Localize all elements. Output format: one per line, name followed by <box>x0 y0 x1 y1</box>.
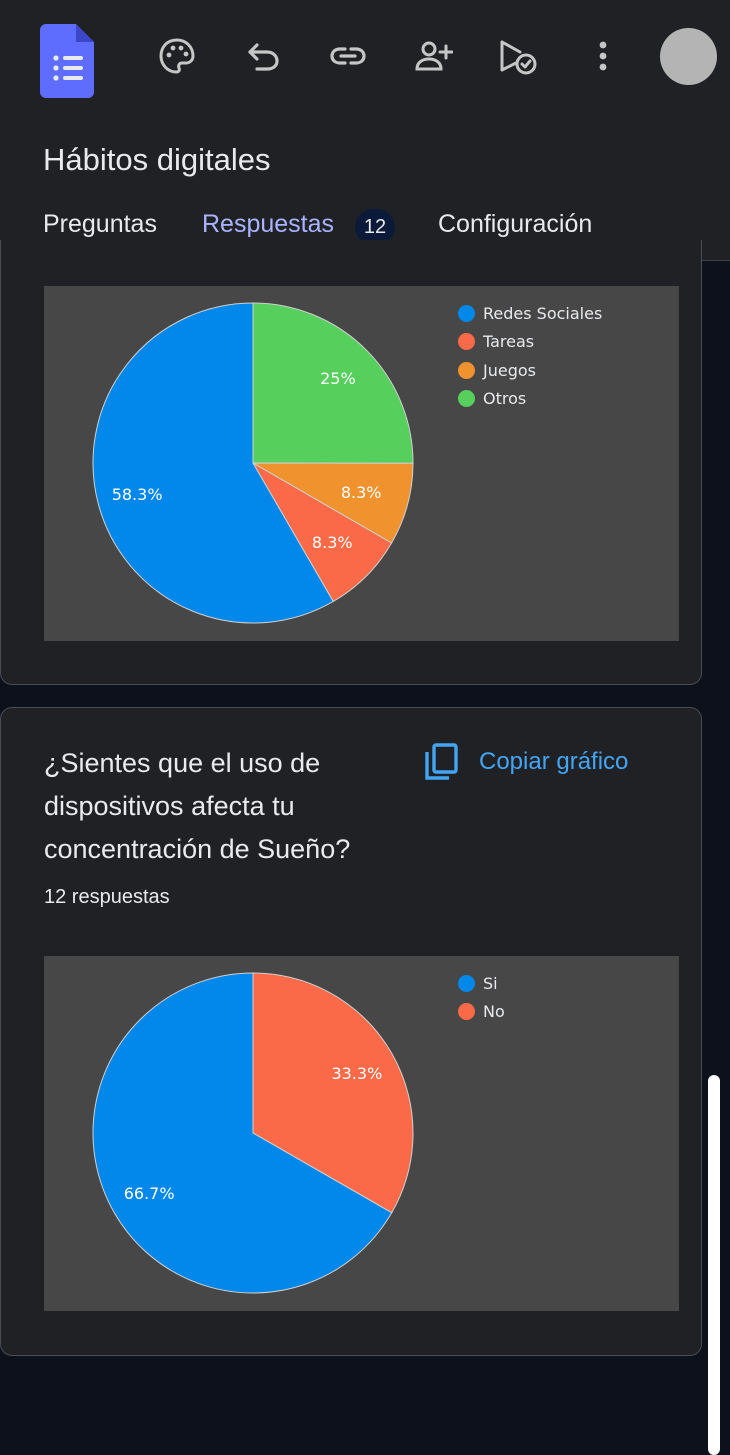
pie-slice-no[interactable] <box>252 972 414 1214</box>
legend-label: Tareas <box>483 332 535 352</box>
avatar[interactable] <box>660 28 717 85</box>
legend-item: No <box>458 998 505 1027</box>
pie-slice-redes-sociales[interactable] <box>92 302 334 624</box>
pie-slice-label: 25% <box>320 369 356 388</box>
forms-logo-icon[interactable] <box>38 24 96 98</box>
send-icon[interactable] <box>496 34 540 78</box>
pie-chart: 33.3% 66.7% Si No <box>44 956 679 1311</box>
legend-swatch <box>458 333 475 351</box>
legend-swatch <box>458 974 475 992</box>
response-count: 12 respuestas <box>44 886 170 908</box>
palette-icon[interactable] <box>155 34 199 78</box>
legend-label: Redes Sociales <box>483 303 603 323</box>
legend-item: Juegos <box>458 356 602 385</box>
legend-item: Redes Sociales <box>458 299 602 328</box>
pie-slice-label: 33.3% <box>331 1064 382 1083</box>
pie-chart-svg: 33.3% 66.7% <box>92 972 414 1294</box>
pie-slice-label: 8.3% <box>312 533 353 552</box>
legend-item: Si <box>458 969 505 998</box>
more-vert-icon[interactable] <box>581 34 625 78</box>
link-icon[interactable] <box>326 34 370 78</box>
legend-label: No <box>483 1002 505 1022</box>
add-collaborator-icon[interactable] <box>411 34 455 78</box>
pie-slice-si[interactable] <box>92 972 393 1294</box>
pie-slice-label: 8.3% <box>341 483 382 502</box>
copy-chart-label: Copiar gráfico <box>479 748 629 775</box>
responses-count-badge: 12 <box>355 209 395 245</box>
legend-swatch <box>458 1003 475 1021</box>
legend-label: Si <box>483 973 498 993</box>
pie-slice-otros[interactable] <box>252 302 414 464</box>
copy-chart-button[interactable]: Copiar gráfico <box>423 740 628 784</box>
pie-chart: 25% 8.3% 8.3% 58.3% Redes Sociales Tareas J… <box>44 286 679 641</box>
legend-label: Juegos <box>483 360 536 380</box>
tab-preguntas[interactable]: Preguntas <box>43 210 157 238</box>
legend-swatch <box>458 304 475 322</box>
legend-item: Otros <box>458 385 602 414</box>
pie-slice-label: 66.7% <box>124 1184 175 1203</box>
chart-legend: Si No <box>458 969 505 1026</box>
tab-respuestas[interactable]: Respuestas <box>202 210 335 238</box>
scrollbar[interactable] <box>708 1075 720 1455</box>
top-app-bar: Hábitos digitales Preguntas Respuestas 1… <box>0 0 730 261</box>
legend-label: Otros <box>483 389 527 409</box>
legend-item: Tareas <box>458 328 602 357</box>
question-title: ¿Sientes que el uso de dispositivos afec… <box>44 748 351 864</box>
legend-swatch <box>458 390 475 408</box>
tab-configuracion[interactable]: Configuración <box>438 210 593 238</box>
undo-icon[interactable] <box>241 34 285 78</box>
legend-swatch <box>458 361 475 379</box>
copy-icon <box>425 743 458 780</box>
pie-chart-svg: 25% 8.3% 8.3% 58.3% <box>92 302 414 624</box>
pie-slice-label: 58.3% <box>112 485 163 504</box>
form-title: Hábitos digitales <box>43 142 271 177</box>
chart-legend: Redes Sociales Tareas Juegos Otros <box>458 299 602 413</box>
